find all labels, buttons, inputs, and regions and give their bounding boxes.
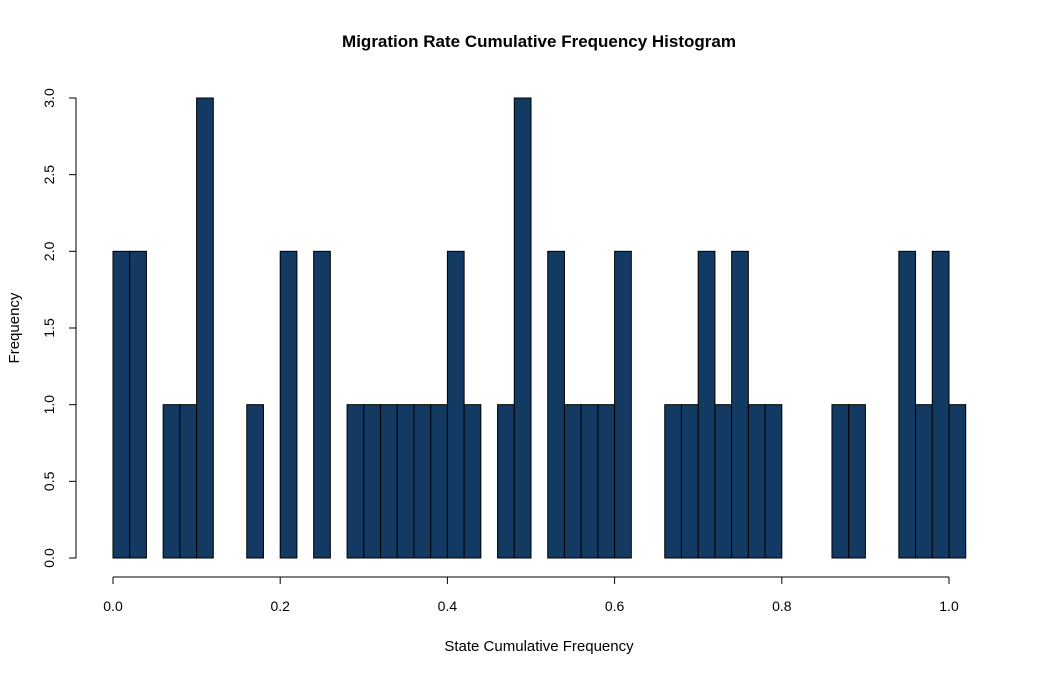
x-tick-label: 0.0 (103, 598, 123, 614)
chart-title: Migration Rate Cumulative Frequency Hist… (342, 32, 736, 51)
histogram-bar (848, 404, 866, 559)
histogram-bar (129, 250, 147, 559)
histogram-bar (580, 404, 599, 559)
histogram-bar (664, 404, 682, 559)
histogram-bar (162, 404, 181, 559)
y-tick-label: 0.5 (41, 471, 57, 491)
histogram-bar (747, 404, 766, 559)
histogram-bar (731, 250, 749, 559)
histogram-bar (430, 404, 448, 559)
y-tick-label: 1.0 (41, 395, 57, 415)
histogram-bar (246, 404, 264, 559)
histogram-bar (697, 250, 716, 559)
histogram-bar (279, 250, 298, 559)
histogram-bar (764, 404, 783, 559)
bars-group (112, 97, 967, 559)
x-tick-label: 0.6 (605, 598, 625, 614)
y-tick-label: 3.0 (41, 88, 57, 108)
y-tick-label: 2.0 (41, 241, 57, 261)
y-tick-label: 2.5 (41, 165, 57, 185)
histogram-bar (614, 250, 632, 559)
histogram-bar (196, 97, 214, 559)
histogram-bar (898, 250, 917, 559)
histogram-bar (413, 404, 432, 559)
histogram-bar (497, 404, 515, 559)
x-axis-label: State Cumulative Frequency (444, 638, 634, 655)
x-ticks-group: 0.0 0.2 0.4 0.6 0.8 1.0 (103, 577, 959, 614)
histogram-bar (463, 404, 482, 559)
x-tick-label: 0.4 (438, 598, 458, 614)
histogram-bar (714, 404, 733, 559)
histogram-bar (563, 404, 582, 559)
x-tick-label: 1.0 (939, 598, 959, 614)
histogram-bar (680, 404, 699, 559)
y-tick-label: 1.5 (41, 318, 57, 338)
histogram-bar (948, 404, 967, 559)
histogram-bar (831, 404, 850, 559)
y-ticks-group: 0.0 0.5 1.0 1.5 2.0 2.5 3.0 (41, 88, 76, 568)
y-tick-label: 0.0 (41, 548, 57, 568)
histogram-bar (313, 250, 331, 559)
histogram-bar (931, 250, 950, 559)
y-axis-label: Frequency (6, 292, 23, 363)
histogram-bar (446, 250, 465, 559)
histogram-bar (597, 404, 616, 559)
histogram-bar (513, 97, 532, 559)
histogram-bar (547, 250, 565, 559)
histogram-bar (915, 404, 933, 559)
histogram-bar (346, 404, 365, 559)
histogram-bar (363, 404, 382, 559)
x-tick-label: 0.2 (270, 598, 290, 614)
x-tick-label: 0.8 (772, 598, 792, 614)
histogram-bar (380, 404, 398, 559)
histogram-bar (112, 250, 131, 559)
histogram-bar (179, 404, 198, 559)
histogram-bar (396, 404, 415, 559)
